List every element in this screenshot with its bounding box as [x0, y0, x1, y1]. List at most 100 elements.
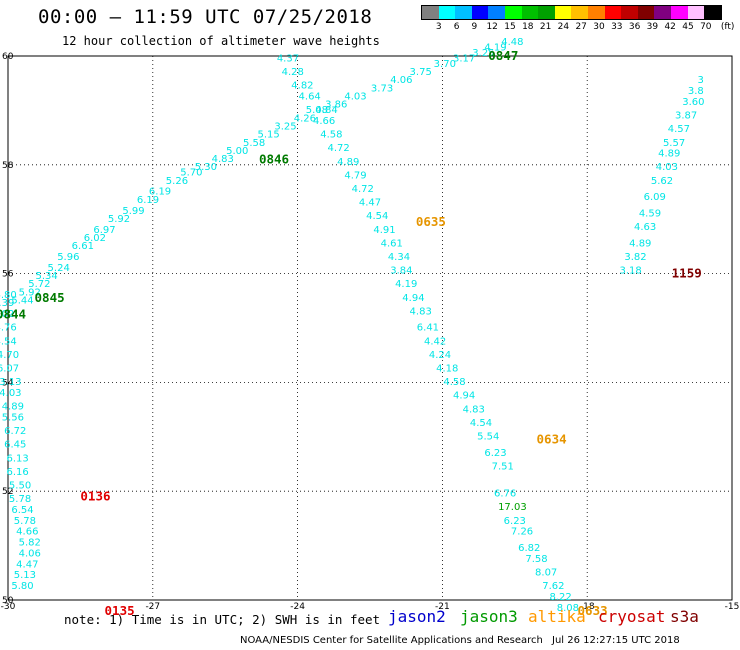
wave-height-value: 8.08 — [557, 603, 579, 614]
wave-height-value: 4.47 — [16, 559, 38, 570]
wave-height-value: 6.41 — [417, 323, 439, 334]
legend-jason3: jason3 — [460, 607, 518, 626]
pass-time-label: 0847 — [488, 48, 518, 63]
colorbar-swatch — [604, 6, 622, 19]
wave-height-value: 4.58 — [443, 377, 465, 388]
colorbar-swatch — [504, 6, 522, 19]
wave-height-value: 4.57 — [668, 124, 690, 135]
colorbar-swatch — [621, 6, 638, 19]
wave-height-value: 6.39 — [0, 298, 14, 309]
colorbar-label: 15 — [504, 22, 516, 32]
wave-height-value: 6.61 — [72, 241, 94, 252]
wave-height-value: 3.75 — [410, 67, 432, 78]
wave-height-value: 8.07 — [535, 568, 557, 579]
colorbar-label: 33 — [611, 22, 623, 32]
wave-height-value: 4.89 — [337, 157, 359, 168]
colorbar-label: 21 — [539, 22, 552, 32]
units-note: note: 1) Time is in UTC; 2) SWH is in fe… — [64, 612, 381, 627]
footer-credit: NOAA/NESDIS Center for Satellite Applica… — [240, 635, 543, 646]
colorbar-label: 39 — [646, 22, 659, 32]
wave-height-value: 3.25 — [472, 48, 494, 59]
wave-height-value: 6.97 — [93, 225, 115, 236]
wave-height-value: 4.79 — [344, 170, 366, 181]
pass-time-label: 1159 — [672, 266, 702, 281]
colorbar-swatch — [637, 6, 655, 19]
wave-height-value: 4.03 — [344, 92, 366, 103]
colorbar-label: 70 — [700, 22, 712, 32]
wave-height-value: 4.94 — [453, 391, 475, 402]
pass-time-label: 0845 — [35, 290, 65, 305]
page-subtitle: 12 hour collection of altimeter wave hei… — [62, 34, 380, 48]
wave-height-value: 5.99 — [122, 206, 144, 217]
wave-height-value: 3.60 — [682, 97, 704, 108]
map-grid — [7, 55, 733, 601]
wave-height-value: 17.03 — [498, 502, 527, 513]
pass-time-label: 0846 — [259, 151, 289, 166]
wave-height-value: 4.58 — [320, 130, 342, 141]
legend-altika: altika — [528, 607, 586, 626]
wave-height-value: 4.89 — [629, 238, 651, 249]
wave-height-value: 4.37 — [277, 53, 299, 64]
colorbar-label: 9 — [471, 22, 478, 32]
lon-tick-label: -24 — [290, 602, 305, 612]
pass-time-label: 0634 — [537, 432, 567, 447]
wave-height-value: 4.28 — [282, 67, 304, 78]
wave-height-value: 6.45 — [4, 440, 26, 451]
colorbar-label: (ft) — [720, 22, 735, 32]
wave-height-value: 4.59 — [639, 208, 661, 219]
colorbar-swatch — [654, 6, 671, 19]
wave-height-value: 6.54 — [11, 505, 33, 516]
wave-height-value: 4.76 — [0, 323, 17, 334]
wave-height-value: 6.23 — [484, 448, 506, 459]
lat-tick-label: 58 — [2, 161, 14, 171]
wave-height-value: 4.66 — [313, 116, 335, 127]
wave-height-value: 5.26 — [166, 176, 188, 187]
wave-height-value: 3.70 — [434, 59, 456, 70]
wave-height-value: 4.03 — [656, 162, 678, 173]
lon-tick-label: -18 — [580, 602, 595, 612]
wave-height-value: 4.48 — [501, 37, 523, 48]
wave-height-value: 7.51 — [492, 461, 514, 472]
wave-height-value: 5.70 — [180, 168, 202, 179]
colorbar-swatch — [422, 6, 439, 19]
colorbar-swatch — [687, 6, 705, 19]
lon-tick-label: -21 — [435, 602, 450, 612]
lat-tick-label: 50 — [2, 596, 14, 606]
wave-height-value: 4.80 — [0, 290, 17, 301]
wave-height-value: 6.07 — [0, 364, 19, 375]
pass-time-label: 0633 — [578, 603, 608, 618]
wave-height-value: 4.19 — [484, 43, 506, 54]
lon-tick-label: -30 — [1, 602, 16, 612]
legend-s3a: s3a — [670, 607, 699, 626]
colorbar-label: 45 — [682, 22, 694, 32]
wave-height-value: 4.83 — [212, 154, 234, 165]
wave-height-value: 4.34 — [388, 252, 410, 263]
wave-height-value: 4.72 — [352, 184, 374, 195]
lat-tick-label: 56 — [2, 270, 14, 280]
colorbar-swatch — [571, 6, 588, 19]
colorbar-label: 12 — [486, 22, 498, 32]
wave-height-value: 6.19 — [149, 187, 171, 198]
wave-height-value: 6.72 — [4, 426, 26, 437]
wave-height-value: 5.08 — [306, 105, 328, 116]
colorbar-label: 30 — [593, 22, 605, 32]
wave-height-value: 4.19 — [395, 279, 417, 290]
wave-height-value: 5.92 — [19, 287, 41, 298]
wave-height-value: 4.66 — [16, 527, 38, 538]
colorbar-swatch — [587, 6, 605, 19]
lat-tick-label: 60 — [2, 52, 14, 62]
colorbar-swatch — [538, 6, 555, 19]
colorbar-swatch — [455, 6, 472, 19]
wave-height-value: 6.82 — [518, 543, 540, 554]
map-frame — [7, 55, 733, 601]
wave-height-value: 6.23 — [504, 516, 526, 527]
wave-height-value: 4.06 — [19, 548, 41, 559]
colorbar-label: 42 — [664, 22, 676, 32]
wave-height-value: 8.22 — [550, 592, 572, 603]
colorbar-swatch — [521, 6, 539, 19]
wave-height-value: 4.70 — [0, 350, 19, 361]
wave-height-value: 6.13 — [7, 453, 29, 464]
wave-height-value: 3.87 — [675, 111, 697, 122]
pass-time-label: 0844 — [0, 306, 26, 321]
